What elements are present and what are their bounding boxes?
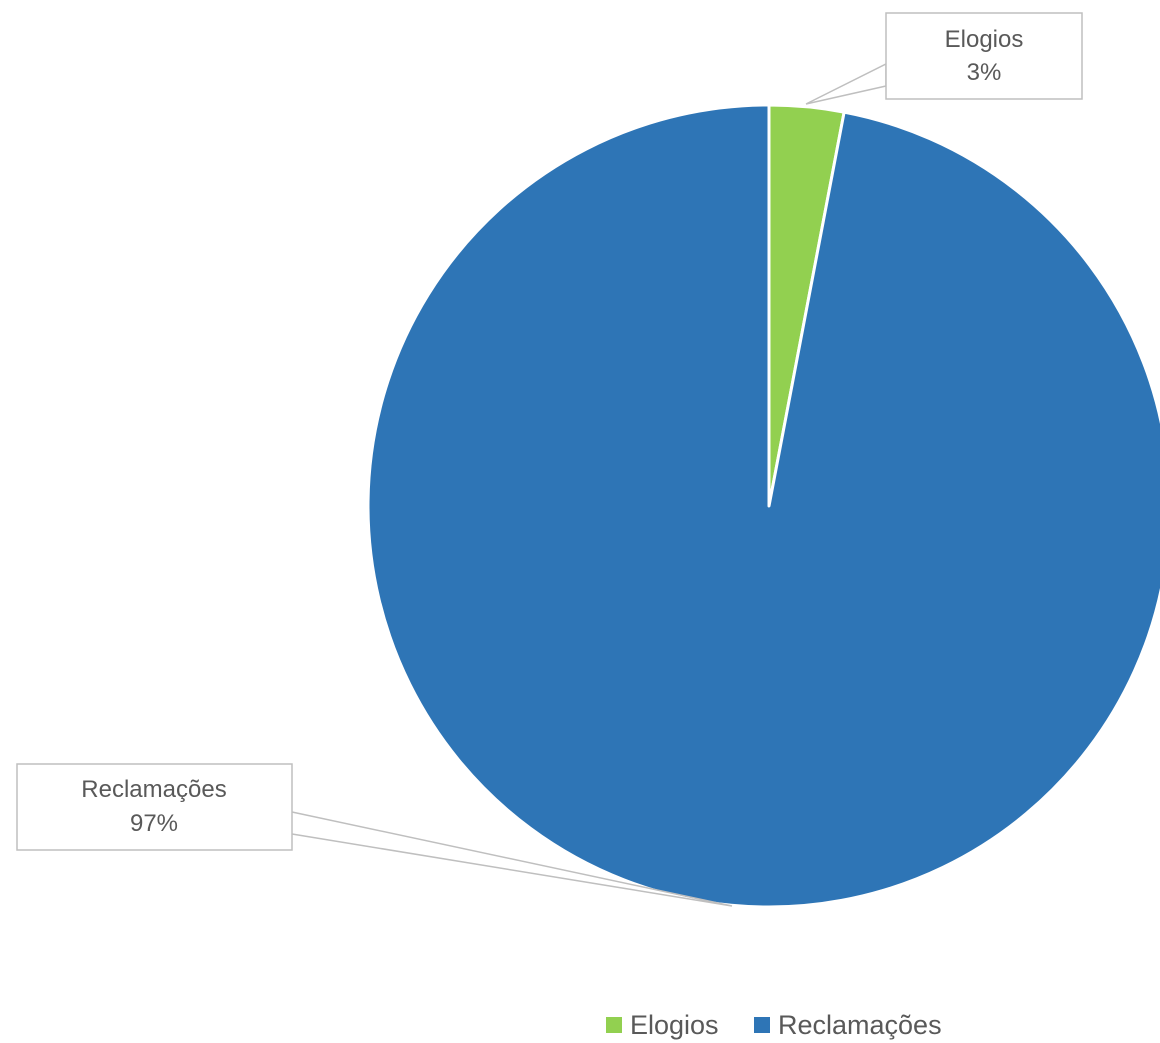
legend: Elogios Reclamações bbox=[606, 1010, 942, 1040]
legend-swatch-elogios bbox=[606, 1017, 622, 1033]
legend-label-elogios: Elogios bbox=[630, 1010, 719, 1040]
callout-elogios: Elogios 3% bbox=[805, 12, 1083, 105]
data-label-name-elogios: Elogios bbox=[945, 26, 1024, 53]
leader-line-reclamacoes bbox=[291, 811, 733, 907]
data-label-value-reclamacoes: 97% bbox=[130, 810, 178, 837]
callout-reclamacoes: Reclamações 97% bbox=[16, 763, 733, 907]
legend-label-reclamacoes: Reclamações bbox=[778, 1010, 942, 1040]
leader-line-elogios bbox=[805, 62, 887, 105]
legend-swatch-reclamacoes bbox=[754, 1017, 770, 1033]
data-label-name-reclamacoes: Reclamações bbox=[81, 776, 226, 803]
data-label-value-elogios: 3% bbox=[967, 59, 1002, 86]
label-box-elogios bbox=[885, 12, 1083, 100]
pie-slice-reclamacoes bbox=[366, 103, 1160, 909]
label-box-reclamacoes bbox=[16, 763, 293, 851]
pie-slices bbox=[366, 103, 1160, 909]
